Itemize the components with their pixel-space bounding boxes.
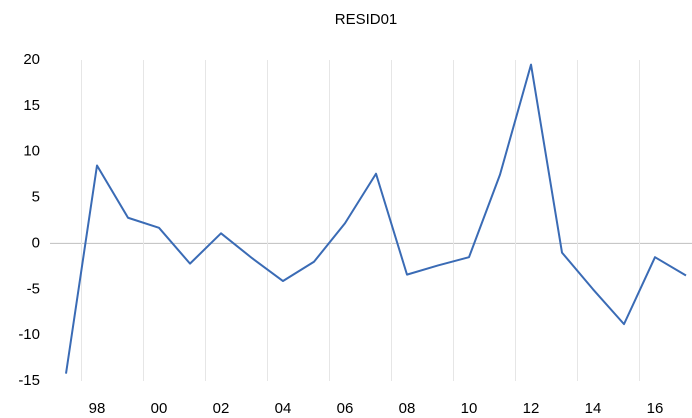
chart-title: RESID01 — [335, 11, 398, 28]
x-tick-label: 12 — [523, 400, 540, 417]
y-tick-label: -15 — [18, 372, 40, 389]
x-tick-label: 02 — [213, 400, 230, 417]
y-tick-label: 5 — [32, 189, 40, 206]
x-tick-label: 16 — [647, 400, 664, 417]
x-tick-label: 10 — [461, 400, 478, 417]
y-tick-label: 10 — [23, 143, 40, 160]
y-tick-label: 20 — [23, 51, 40, 68]
x-tick-label: 08 — [399, 400, 416, 417]
y-tick-label: 0 — [32, 234, 40, 251]
y-tick-label: 15 — [23, 97, 40, 114]
x-tick-label: 00 — [151, 400, 168, 417]
y-tick-label: -10 — [18, 326, 40, 343]
x-tick-label: 14 — [585, 400, 602, 417]
x-tick-label: 04 — [275, 400, 292, 417]
y-tick-label: -5 — [27, 280, 40, 297]
series-line — [65, 63, 687, 374]
x-tick-label: 98 — [89, 400, 106, 417]
x-tick-label: 06 — [337, 400, 354, 417]
